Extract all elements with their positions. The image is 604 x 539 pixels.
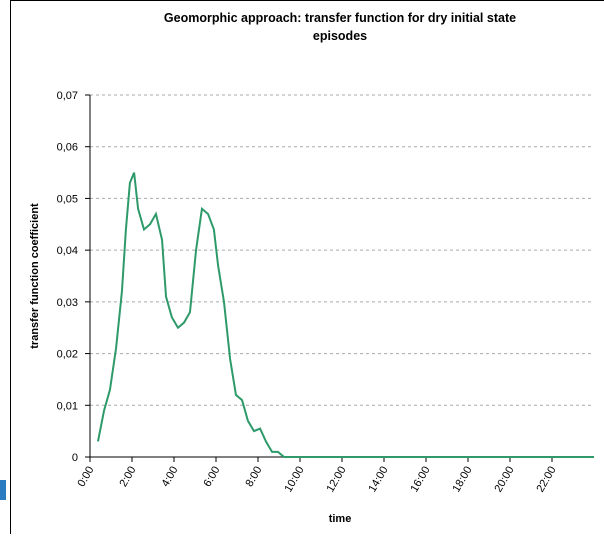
x-tick-label: 14:00 <box>366 465 390 495</box>
chart-title: episodes <box>313 29 367 43</box>
x-tick-label: 18:00 <box>450 465 474 495</box>
y-tick-label: 0,05 <box>57 193 78 205</box>
x-tick-label: 4:00 <box>159 465 180 490</box>
x-tick-label: 8:00 <box>243 465 264 490</box>
y-tick-label: 0,01 <box>57 400 78 412</box>
x-tick-label: 22:00 <box>534 465 558 495</box>
x-tick-label: 2:00 <box>117 465 138 490</box>
y-tick-label: 0,06 <box>57 142 78 154</box>
x-tick-label: 12:00 <box>324 465 348 495</box>
y-axis-label: transfer function coefficient <box>29 203 41 349</box>
y-tick-label: 0 <box>72 452 78 464</box>
y-tick-label: 0,04 <box>57 245 78 257</box>
x-tick-label: 10:00 <box>282 465 306 495</box>
side-marker <box>0 480 6 500</box>
chart-title: Geomorphic approach: transfer function f… <box>164 11 516 25</box>
chart-frame <box>11 1 604 535</box>
y-tick-label: 0,02 <box>57 349 78 361</box>
x-axis-label: time <box>329 513 352 525</box>
x-tick-label: 6:00 <box>201 465 222 490</box>
x-tick-label: 20:00 <box>492 465 516 495</box>
y-tick-label: 0,03 <box>57 297 78 309</box>
x-tick-label: 16:00 <box>408 465 432 495</box>
y-tick-label: 0,07 <box>57 90 78 102</box>
x-tick-label: 0:00 <box>75 465 96 490</box>
data-line <box>98 173 594 457</box>
